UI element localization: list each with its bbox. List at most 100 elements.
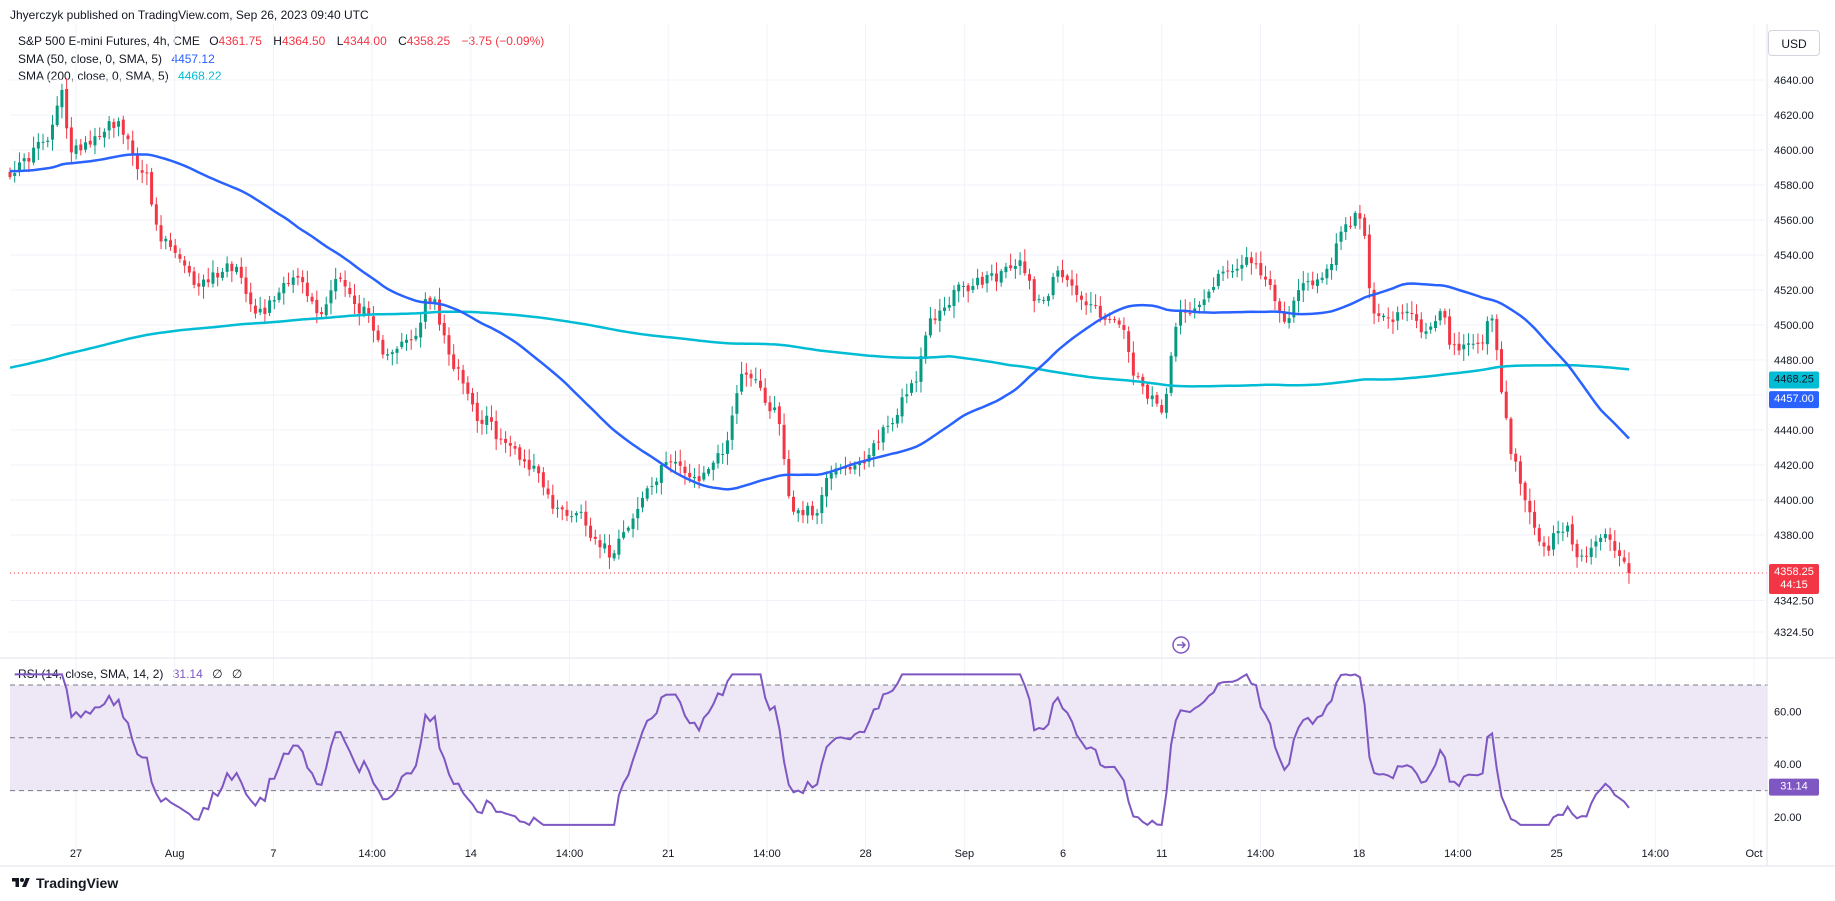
candle-body	[560, 507, 564, 510]
candle	[367, 301, 371, 323]
candle	[235, 263, 239, 275]
candle-body	[475, 402, 479, 422]
candle	[253, 298, 257, 319]
candle	[546, 480, 550, 499]
candle-body	[1618, 550, 1622, 556]
candle-body	[508, 442, 512, 446]
candle	[990, 264, 994, 281]
candle-body	[135, 155, 139, 170]
candle	[239, 257, 243, 285]
candle-body	[1518, 461, 1522, 484]
candle-body	[645, 488, 649, 499]
candle	[381, 334, 385, 359]
candle	[159, 215, 163, 250]
candle	[1245, 247, 1249, 268]
candle-body	[1287, 318, 1291, 323]
scroll-to-realtime-button[interactable]	[1172, 636, 1190, 654]
candle-body	[1419, 319, 1423, 333]
candle-body	[1122, 325, 1126, 330]
sma50-legend[interactable]: SMA (50, close, 0, SMA, 5) 4457.12	[18, 51, 221, 67]
candle-body	[711, 462, 715, 470]
candle-body	[1348, 225, 1352, 227]
candle	[107, 116, 111, 140]
candle-body	[957, 284, 961, 292]
candle-body	[235, 266, 239, 272]
time-tick-label: 7	[270, 848, 276, 860]
candle-body	[810, 505, 814, 516]
candle-body	[744, 372, 748, 375]
candle	[1589, 538, 1593, 565]
rsi-value: 31.14	[172, 667, 203, 681]
candle	[692, 467, 696, 488]
candle	[1410, 301, 1414, 320]
candle-body	[282, 283, 286, 294]
time-tick-label: 14:00	[1642, 848, 1670, 860]
candle-body	[1075, 285, 1079, 295]
candle	[1306, 272, 1310, 291]
candle	[1485, 316, 1489, 355]
candle	[1297, 278, 1301, 313]
candle-body	[1566, 525, 1570, 532]
candle-body	[1429, 326, 1433, 330]
candle	[1448, 308, 1452, 350]
candle	[98, 127, 102, 140]
candle	[1202, 289, 1206, 312]
rsi-legend[interactable]: RSI (14, close, SMA, 14, 2) 31.14 ∅ ∅	[18, 666, 248, 682]
footer-brand[interactable]: TradingView	[10, 875, 118, 891]
candle	[626, 525, 630, 533]
candle-body	[1197, 304, 1201, 308]
close-value: 4358.25	[406, 34, 451, 48]
candle	[371, 305, 375, 343]
candle-body	[428, 297, 432, 304]
candle-body	[69, 127, 73, 153]
candle-body	[985, 275, 989, 284]
symbol-title[interactable]: S&P 500 E-mini Futures, 4h, CME	[18, 34, 200, 48]
candle	[1367, 224, 1371, 299]
candle-body	[1603, 534, 1607, 539]
candle-body	[131, 140, 135, 156]
candle-body	[551, 495, 555, 509]
low-value: 4344.00	[343, 34, 387, 48]
candle	[1547, 536, 1551, 556]
candle-body	[357, 303, 361, 314]
candle	[938, 298, 942, 333]
candle	[419, 312, 423, 348]
candle	[891, 417, 895, 432]
candle	[1089, 292, 1093, 313]
candle	[574, 511, 578, 523]
candle	[640, 491, 644, 513]
candle-body	[362, 306, 366, 314]
candle	[768, 395, 772, 419]
candle	[593, 529, 597, 545]
candle-body	[60, 89, 64, 108]
time-tick-label: 14:00	[1444, 848, 1472, 860]
candle	[1018, 252, 1022, 276]
candle-body	[725, 440, 729, 454]
candle	[353, 284, 357, 314]
candle-body	[183, 260, 187, 266]
candle-body	[244, 277, 248, 294]
candle	[1533, 500, 1537, 536]
candle-body	[461, 369, 465, 384]
candle	[522, 449, 526, 469]
currency-button[interactable]: USD	[1768, 30, 1820, 56]
candle	[758, 369, 762, 391]
candle-body	[112, 121, 116, 128]
last-price-tag-text: 44:15	[1780, 579, 1808, 591]
candle	[943, 296, 947, 316]
candle	[825, 471, 829, 508]
candle-body	[8, 171, 12, 178]
candle	[452, 344, 456, 372]
rsi-extra-1: ∅	[212, 667, 223, 681]
candle-body	[145, 172, 149, 174]
candle-body	[716, 453, 720, 464]
candle-body	[1528, 500, 1532, 513]
candle	[603, 534, 607, 554]
candle-body	[324, 304, 328, 316]
candle	[84, 136, 88, 153]
candle	[60, 83, 64, 119]
tradingview-logo-icon	[12, 878, 30, 887]
candle-body	[1089, 304, 1093, 306]
